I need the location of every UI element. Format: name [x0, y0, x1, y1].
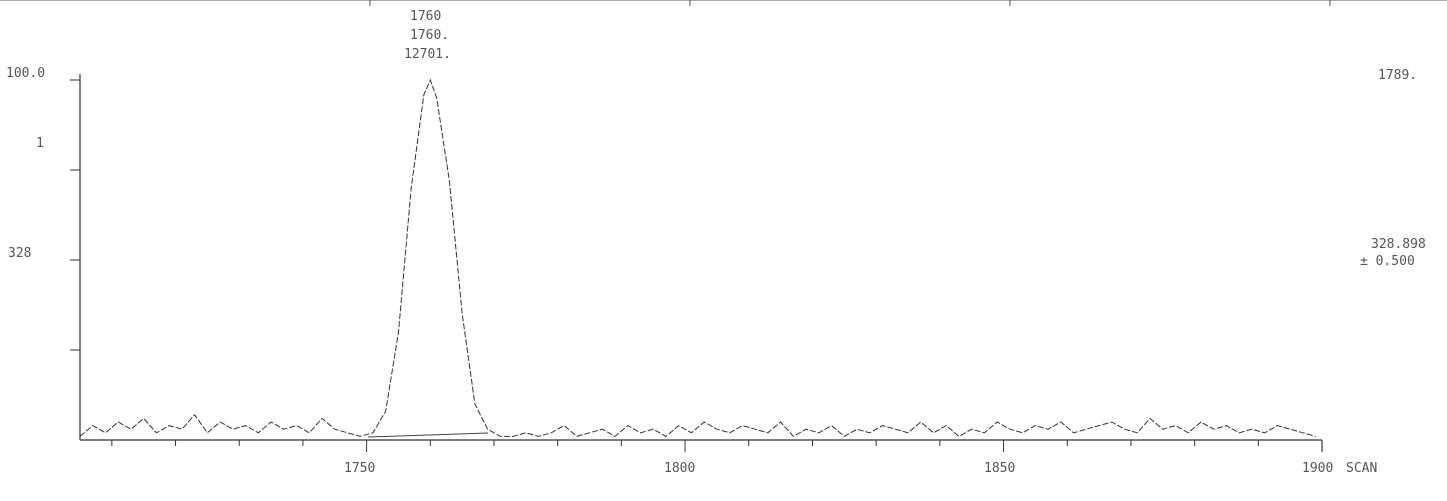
top-tick-marks — [369, 0, 1331, 6]
right-top-label: 1789. — [1378, 68, 1418, 83]
x-axis-corner-label: SCAN — [1346, 461, 1378, 476]
peak-label-scan: 1760 — [410, 9, 442, 24]
peak-label-intensity: 12701. — [404, 47, 451, 62]
peak-baseline — [367, 432, 489, 438]
x-tick-label-1800: 1800 — [664, 461, 696, 476]
right-mass-label: 328.898 — [1371, 237, 1426, 252]
x-tick-label-1850: 1850 — [984, 461, 1016, 476]
x-tick-label-1900: 1900 — [1302, 461, 1334, 476]
series-line — [79, 78, 1316, 438]
y-tick-label-328: 328 — [8, 246, 32, 261]
right-tolerance-label: ± 0.500 — [1360, 254, 1415, 269]
peak-label-mass: 1760. — [410, 28, 450, 43]
x-ticks — [111, 440, 1323, 452]
y-tick-label-100: 100.0 — [6, 66, 46, 81]
x-tick-label-1750: 1750 — [344, 461, 376, 476]
y-ticks — [70, 79, 80, 351]
y-tick-label-1: 1 — [36, 136, 44, 151]
